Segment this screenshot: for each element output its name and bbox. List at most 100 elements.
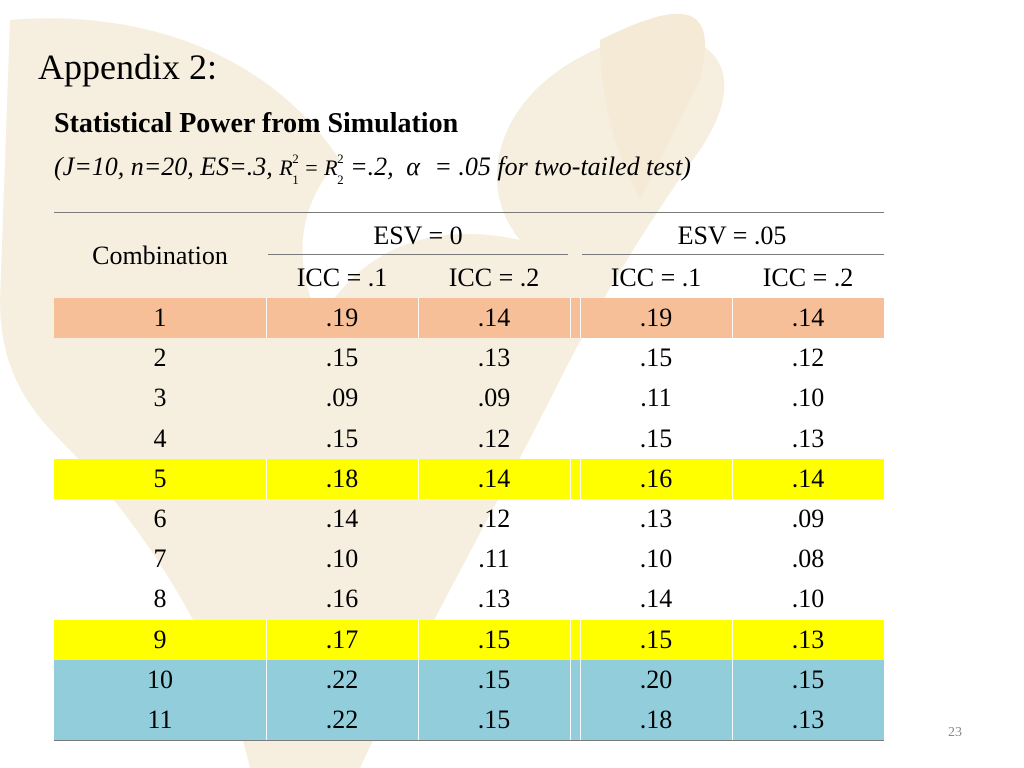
cell-divider (266, 699, 267, 741)
power-value-cell: .19 (639, 303, 673, 332)
combination-cell: 3 (153, 383, 167, 413)
power-value-cell: .12 (791, 343, 825, 373)
header-esv-0-rule (268, 254, 568, 255)
r-squared-value: =.2, (350, 152, 394, 181)
table-row: 9 .17 .15 .15 .13 (54, 619, 884, 660)
power-value-cell: .10 (791, 383, 825, 413)
power-value-cell: .14 (791, 463, 825, 493)
cell-divider (266, 298, 267, 339)
cell-divider (580, 298, 581, 339)
table-title: Statistical Power from Simulation (54, 108, 459, 139)
power-value-cell: .14 (639, 584, 673, 614)
power-value-cell: .17 (325, 624, 359, 654)
power-value-cell: .11 (478, 544, 510, 574)
power-value-cell: .22 (325, 704, 359, 734)
power-value-cell: .13 (477, 343, 511, 373)
cell-divider (570, 699, 571, 741)
combination-cell: 8 (153, 584, 167, 614)
cell-divider (732, 659, 733, 700)
power-value-cell: .10 (325, 544, 359, 574)
combination-cell: 7 (153, 544, 167, 574)
power-value-cell: .15 (477, 704, 511, 734)
page-number: 23 (948, 725, 962, 740)
cell-divider (418, 298, 419, 339)
combination-cell: 1 (153, 303, 167, 332)
header-esv-05-rule (582, 254, 884, 255)
cell-divider (570, 619, 571, 660)
cell-divider (570, 659, 571, 700)
power-value-cell: .18 (639, 704, 673, 734)
power-value-cell: .16 (325, 584, 359, 614)
cell-divider (732, 298, 733, 339)
power-value-cell: .13 (791, 624, 825, 654)
header-icc-col-4: ICC = .2 (762, 263, 854, 292)
power-value-cell: .12 (477, 503, 511, 533)
power-value-cell: .15 (477, 624, 511, 654)
power-value-cell: .15 (791, 664, 825, 694)
power-value-cell: .12 (477, 423, 511, 453)
power-value-cell: .22 (325, 664, 359, 694)
combination-cell: 4 (153, 423, 167, 453)
power-value-cell: .15 (477, 664, 511, 694)
table-row: 1 .19 .14 .19 .14 (54, 298, 884, 339)
power-value-cell: .09 (791, 503, 825, 533)
header-esv-05: ESV = .05 (677, 221, 787, 250)
header-icc-col-2: ICC = .2 (448, 263, 540, 292)
cell-divider (580, 699, 581, 741)
table-row: 6 .14 .12 .13 .09 (54, 499, 884, 539)
alpha-symbol: α (406, 152, 420, 181)
power-value-cell: .14 (477, 463, 511, 493)
table-row: 8 .16 .13 .14 .10 (54, 579, 884, 619)
table-row: 2 .15 .13 .15 .12 (54, 338, 884, 378)
cell-divider (580, 659, 581, 700)
combination-cell: 9 (153, 624, 167, 654)
cell-divider (580, 458, 581, 499)
table-bottom-rule (54, 740, 884, 742)
header-combination: Combination (92, 241, 228, 270)
table-row: 7 .10 .11 .10 .08 (54, 539, 884, 579)
combination-cell: 2 (153, 343, 167, 373)
power-value-cell: .08 (791, 544, 825, 574)
cell-divider (266, 458, 267, 499)
power-value-cell: .13 (477, 584, 511, 614)
header-esv-0: ESV = 0 (373, 221, 463, 250)
cell-divider (570, 298, 571, 339)
power-value-cell: .15 (325, 423, 359, 453)
header-icc-col-3: ICC = .1 (610, 263, 702, 292)
power-value-cell: .14 (477, 303, 511, 332)
power-value-cell: .15 (325, 343, 359, 373)
params-suffix: = .05 for two-tailed test) (434, 152, 691, 181)
combination-cell: 10 (147, 664, 173, 694)
cell-divider (732, 458, 733, 499)
cell-divider (570, 458, 571, 499)
power-value-cell: .19 (325, 303, 359, 332)
simulation-parameters: (J=10, n=20, ES=.3, R 2 1 = R 2 2 =.2, α = .05… (54, 150, 691, 187)
cell-divider (418, 659, 419, 700)
table-row: 3 .09 .09 .11 .10 (54, 378, 884, 418)
power-value-cell: .20 (639, 664, 673, 694)
power-value-cell: .13 (791, 704, 825, 734)
cell-divider (418, 699, 419, 741)
cell-divider (580, 619, 581, 660)
header-icc-col-1: ICC = .1 (296, 263, 388, 292)
table-row: 11 .22 .15 .18 .13 (54, 699, 884, 741)
power-value-cell: .14 (791, 303, 825, 332)
power-value-cell: .11 (640, 383, 672, 413)
power-value-cell: .14 (325, 503, 359, 533)
combination-cell: 11 (147, 704, 173, 734)
power-value-cell: .18 (325, 463, 359, 493)
table-body: 1 .19 .14 .19 .14 2 .15 .13 .15 .12 3 .09 .09 .11 .10 4… (54, 298, 884, 742)
power-value-cell: .16 (639, 463, 673, 493)
power-value-cell: .09 (325, 383, 359, 413)
power-value-cell: .10 (791, 584, 825, 614)
cell-divider (266, 619, 267, 660)
power-value-cell: .15 (639, 423, 673, 453)
params-prefix: (J=10, n=20, ES=.3, (54, 152, 273, 181)
slide-heading: Appendix 2: (38, 47, 217, 87)
table-row: 10 .22 .15 .20 .15 (54, 659, 884, 700)
power-value-cell: .13 (791, 423, 825, 453)
power-value-cell: .10 (639, 544, 673, 574)
